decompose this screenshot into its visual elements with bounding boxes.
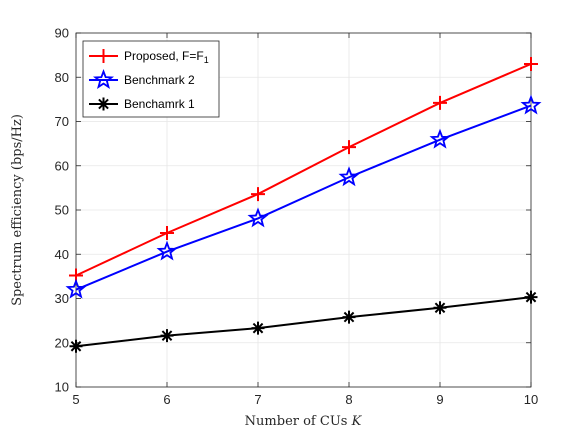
x-tick-label: 8: [345, 392, 352, 407]
x-tick-label: 6: [163, 392, 170, 407]
y-tick-label: 50: [55, 203, 69, 218]
series-group: [65, 56, 542, 353]
legend-label-main: Proposed, F=F: [124, 49, 204, 63]
legend-label: Benchamrk 1: [124, 97, 195, 111]
legend: Proposed, F=F1 Benchmark 2 Benchamrk 1: [82, 40, 220, 118]
data-point: [69, 339, 83, 353]
x-axis-label-var: K: [351, 414, 363, 429]
series-proposed-f-f1: [69, 56, 538, 283]
data-point: [524, 290, 538, 304]
data-point: [247, 207, 269, 228]
x-tick-label: 10: [524, 392, 538, 407]
legend-swatch-marker: [97, 97, 110, 111]
series-line: [75, 104, 532, 291]
series-benchamrk-1: [69, 290, 538, 353]
legend-item: Proposed, F=F1: [89, 49, 209, 65]
data-point: [433, 95, 447, 110]
data-point: [520, 94, 542, 115]
y-tick-label: 30: [55, 291, 69, 306]
data-point: [251, 321, 265, 335]
y-tick-label: 90: [55, 26, 69, 41]
series-line: [75, 63, 532, 277]
data-point: [433, 301, 447, 315]
axes: [75, 32, 532, 388]
x-axis-label-main: Number of CUs: [245, 414, 352, 429]
legend-item: Benchamrk 1: [89, 97, 195, 111]
x-tick-labels: 5 6 7 8 9 10: [72, 392, 538, 407]
y-tick-label: 40: [55, 247, 69, 262]
x-tick-label: 7: [254, 392, 261, 407]
y-tick-label: 60: [55, 158, 69, 173]
data-point: [524, 56, 538, 71]
data-point: [160, 226, 174, 241]
legend-label: Benchmark 2: [124, 73, 195, 87]
data-point: [160, 329, 174, 343]
y-tick-label: 70: [55, 114, 69, 129]
x-tick-label: 9: [436, 392, 443, 407]
data-point: [429, 128, 451, 149]
data-point: [338, 166, 360, 187]
legend-swatch-marker: [96, 49, 111, 63]
axes-box: [75, 32, 532, 388]
y-tick-label: 20: [55, 335, 69, 350]
data-point: [251, 187, 265, 202]
series-benchmark-2: [65, 94, 542, 299]
legend-item: Benchmark 2: [89, 68, 195, 89]
legend-swatch-marker: [93, 68, 114, 89]
legend-label: Proposed, F=F1: [124, 49, 209, 65]
data-point: [156, 240, 178, 261]
y-tick-label: 80: [55, 70, 69, 85]
y-tick-label: 10: [55, 380, 69, 395]
legend-items: Proposed, F=F1 Benchmark 2 Benchamrk 1: [89, 49, 209, 111]
data-point: [342, 140, 356, 155]
y-tick-labels: 10 20 30 40 50 60 70 80 90: [55, 26, 69, 395]
legend-label-subscript: 1: [204, 55, 209, 65]
data-point: [342, 310, 356, 324]
x-axis-label: Number of CUs K: [245, 414, 363, 429]
data-point: [65, 278, 87, 299]
x-tick-label: 5: [72, 392, 79, 407]
y-axis-label: Spectrum efficiency (bps/Hz): [10, 114, 25, 306]
series-line: [75, 296, 532, 348]
